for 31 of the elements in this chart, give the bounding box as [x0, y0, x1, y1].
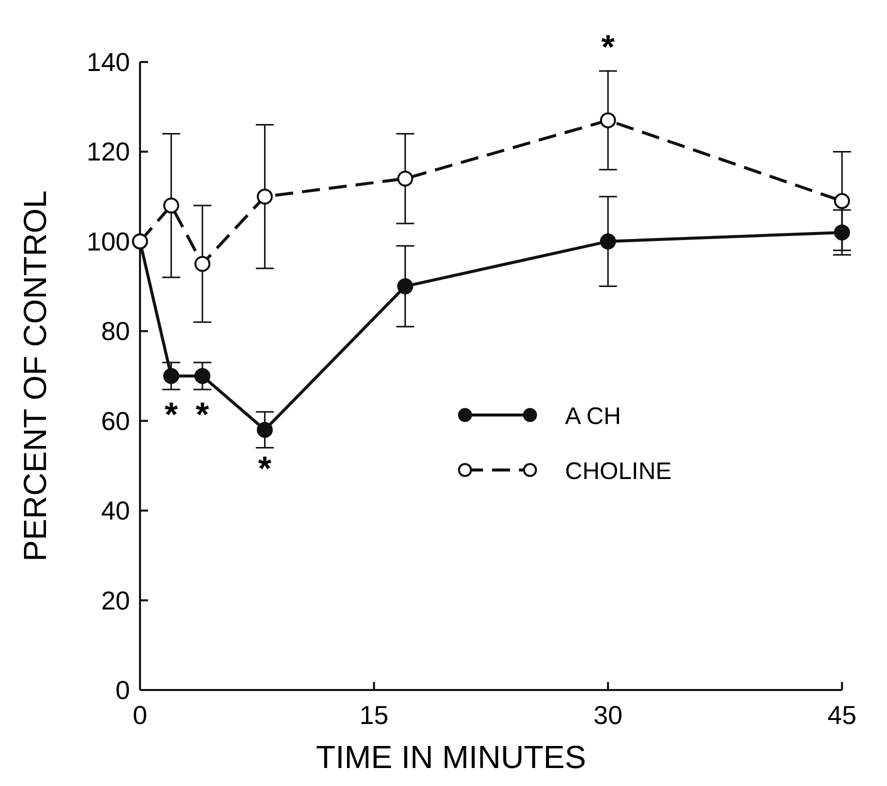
point [256, 422, 273, 438]
point [834, 224, 850, 240]
y-tick-label: 140 [86, 47, 130, 77]
point [834, 193, 850, 210]
annotation: * [258, 450, 272, 488]
point [397, 278, 414, 294]
annotation: * [196, 396, 210, 434]
x-tick-label: 30 [594, 700, 622, 730]
point [194, 256, 210, 272]
x-axis-title: TIME IN MINUTES [316, 739, 586, 775]
annotation: * [601, 28, 616, 66]
y-tick-label: 80 [101, 316, 130, 346]
y-tick-label: 60 [101, 406, 130, 436]
y-tick-label: 120 [86, 136, 130, 167]
x-tick-label: 15 [360, 700, 388, 730]
point [256, 188, 273, 205]
point [163, 368, 180, 384]
legend-label: A CH [565, 403, 622, 430]
y-axis-title: PERCENT OF CONTROL [17, 190, 53, 562]
legend-label: CHOLINE [565, 458, 672, 485]
point [194, 368, 210, 384]
y-tick-label: 100 [86, 226, 130, 256]
annotation: * [164, 396, 179, 434]
y-tick-label: 20 [101, 585, 130, 616]
x-tick-label: 45 [828, 700, 856, 730]
point [600, 233, 616, 250]
point [600, 112, 616, 128]
point [397, 170, 414, 187]
y-tick-label: 40 [101, 496, 130, 526]
point [163, 198, 180, 214]
y-tick-label: 0 [116, 675, 130, 705]
